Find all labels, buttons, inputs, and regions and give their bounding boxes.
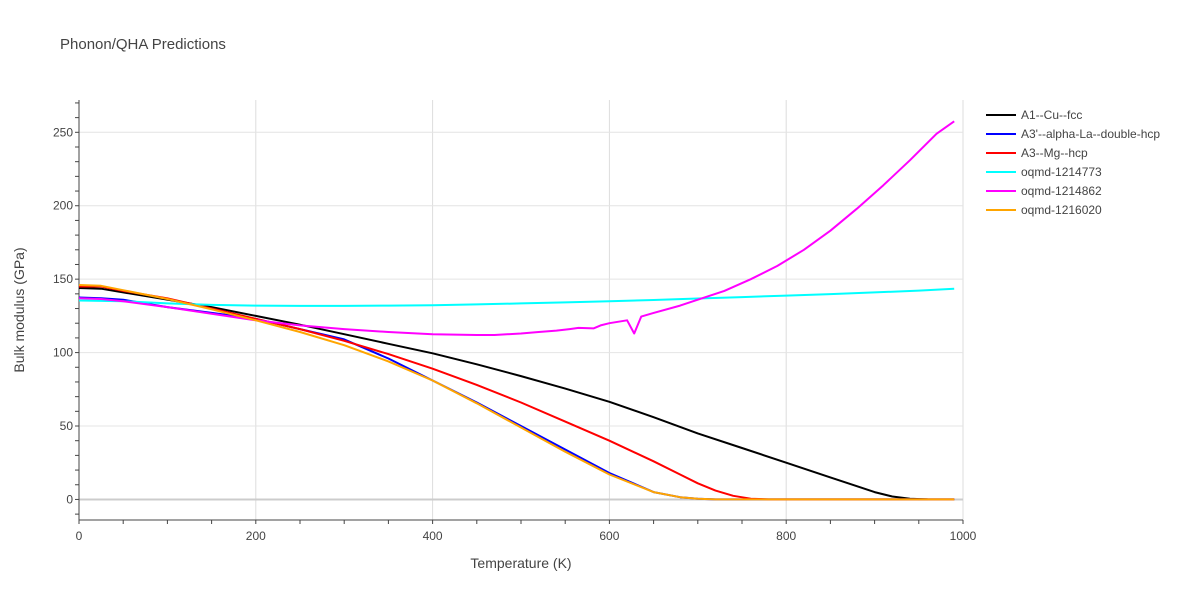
x-tick-label: 800 — [776, 529, 796, 543]
x-tick-label: 400 — [423, 529, 443, 543]
y-axis-title: Bulk modulus (GPa) — [11, 247, 27, 372]
series-line-5 — [78, 120, 955, 336]
y-tick-label: 50 — [60, 419, 74, 433]
y-tick-label: 250 — [53, 125, 73, 139]
legend-label: oqmd-1214862 — [1021, 184, 1102, 198]
axes — [75, 100, 964, 524]
legend-label: oqmd-1214773 — [1021, 165, 1102, 179]
y-tick-label: 100 — [53, 346, 73, 360]
y-tick-label: 0 — [66, 492, 73, 506]
chart-title: Phonon/QHA Predictions — [60, 36, 226, 53]
x-tick-label: 1000 — [950, 529, 977, 543]
series-line-6 — [78, 284, 955, 501]
y-tick-label: 200 — [53, 199, 73, 213]
grid — [79, 100, 964, 520]
x-axis-title: Temperature (K) — [470, 555, 571, 571]
series-line-4 — [78, 287, 955, 307]
legend-label: oqmd-1216020 — [1021, 203, 1102, 217]
series-line-3 — [79, 285, 955, 501]
series-line-2 — [78, 296, 955, 501]
series-lines — [78, 120, 955, 501]
x-tick-label: 600 — [599, 529, 619, 543]
x-tick-label: 200 — [246, 529, 266, 543]
legend: A1--Cu--fcc A3'--alpha-La--double-hcp A3--… — [986, 108, 1160, 217]
y-tick-label: 150 — [53, 272, 73, 286]
legend-label: A1--Cu--fcc — [1021, 108, 1082, 122]
x-tick-label: 0 — [76, 529, 83, 543]
series-line-1 — [78, 287, 928, 501]
legend-label: A3'--alpha-La--double-hcp — [1021, 127, 1160, 141]
legend-label: A3--Mg--hcp — [1021, 146, 1088, 160]
tick-labels: 0 200 400 600 800 1000 0 50 100 150 200 250 — [53, 125, 977, 543]
